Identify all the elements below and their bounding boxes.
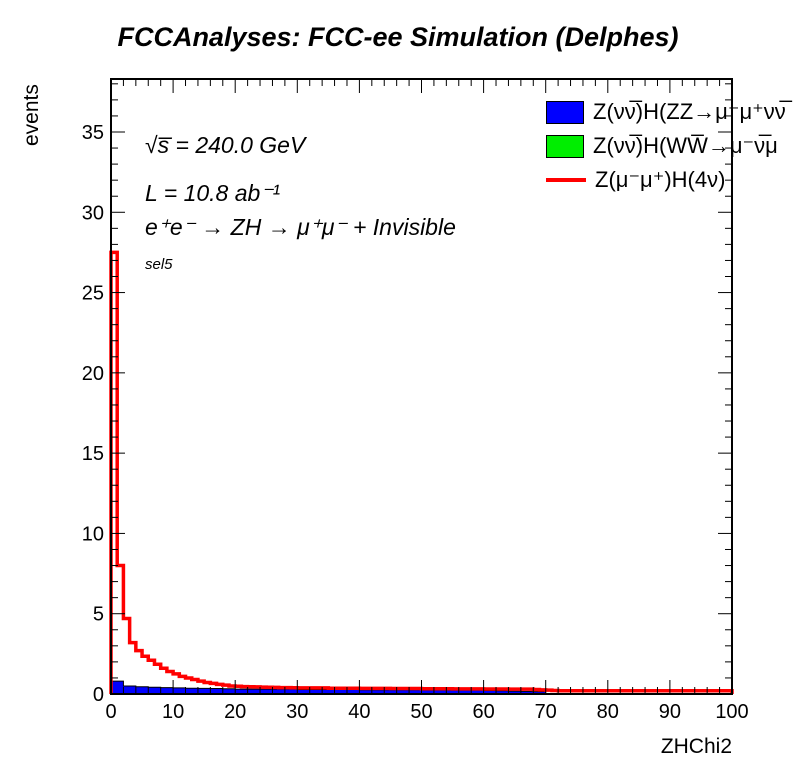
legend: Z(νν̅)H(ZZ→μ⁻μ⁺νν̅ Z(νν̅)H(WW̅→μ⁻ν̅μ Z(μ⁻μ… <box>546 95 796 197</box>
x-tick-label: 50 <box>410 701 432 723</box>
legend-entry-label: Z(μ⁻μ⁺)H(4ν) <box>595 167 726 192</box>
legend-line-marker <box>546 178 586 182</box>
legend-entry: Z(νν̅)H(ZZ→μ⁻μ⁺νν̅ <box>546 95 796 129</box>
annotation-text: L = 10.8 ab⁻¹ <box>145 180 281 206</box>
y-tick-label: 25 <box>82 283 104 305</box>
legend-entry-label: Z(νν̅)H(WW̅→μ⁻ν̅μ <box>593 133 778 158</box>
legend-color-swatch <box>546 134 584 158</box>
x-tick-label: 0 <box>105 701 116 723</box>
x-tick-label: 30 <box>286 701 308 723</box>
annotation-text: e⁺e⁻ → ZH → μ⁺μ⁻ + Invisible <box>145 214 456 240</box>
x-tick-label: 10 <box>162 701 184 723</box>
y-tick-label: 5 <box>93 604 104 626</box>
legend-entry-label: Z(νν̅)H(ZZ→μ⁻μ⁺νν̅ <box>593 99 786 124</box>
x-tick-label: 100 <box>715 701 748 723</box>
y-tick-label: 35 <box>82 122 104 144</box>
y-tick-label: 30 <box>82 202 104 224</box>
x-tick-label: 60 <box>472 701 494 723</box>
y-tick-label: 10 <box>82 523 104 545</box>
x-tick-label: 40 <box>348 701 370 723</box>
x-tick-label: 20 <box>224 701 246 723</box>
y-tick-label: 20 <box>82 363 104 385</box>
plot-frame <box>110 78 733 695</box>
x-tick-label: 90 <box>659 701 681 723</box>
x-tick-label: 70 <box>535 701 557 723</box>
y-tick-label: 15 <box>82 443 104 465</box>
y-tick-label: 0 <box>93 684 104 706</box>
legend-entry: Z(μ⁻μ⁺)H(4ν) <box>546 163 796 197</box>
annotation-text: sel5 <box>145 256 173 273</box>
legend-entry: Z(νν̅)H(WW̅→μ⁻ν̅μ <box>546 129 796 163</box>
series-line-0 <box>109 250 734 694</box>
legend-color-swatch <box>546 100 584 124</box>
x-tick-label: 80 <box>597 701 619 723</box>
annotation-text: √s̅ = 240.0 GeV <box>145 132 306 158</box>
x-axis-title: ZHChi2 <box>660 735 732 758</box>
plot-title: FCCAnalyses: FCC-ee Simulation (Delphes) <box>117 22 679 52</box>
